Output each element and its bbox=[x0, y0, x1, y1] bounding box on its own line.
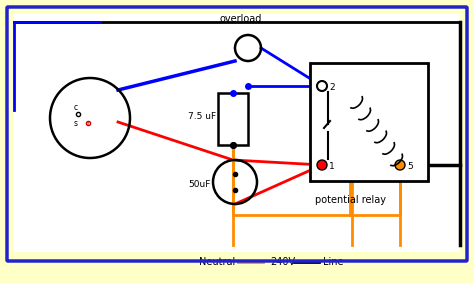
Text: 2: 2 bbox=[329, 83, 335, 92]
Text: Neutral: Neutral bbox=[199, 257, 235, 267]
Text: potential relay: potential relay bbox=[315, 195, 386, 205]
Text: 1: 1 bbox=[329, 162, 335, 171]
Text: 50uF: 50uF bbox=[188, 180, 210, 189]
Text: s: s bbox=[74, 119, 78, 128]
Text: r: r bbox=[86, 119, 89, 128]
Text: 7.5 uF: 7.5 uF bbox=[188, 112, 216, 121]
Text: Line: Line bbox=[323, 257, 344, 267]
Circle shape bbox=[317, 160, 327, 170]
Bar bbox=[14, 14, 460, 252]
Text: c: c bbox=[74, 103, 78, 112]
Text: overload: overload bbox=[220, 14, 263, 24]
Bar bbox=[218, 93, 248, 145]
Text: 5: 5 bbox=[407, 162, 413, 171]
Text: 240V: 240V bbox=[270, 257, 295, 267]
Circle shape bbox=[395, 160, 405, 170]
Bar bbox=[310, 63, 428, 181]
